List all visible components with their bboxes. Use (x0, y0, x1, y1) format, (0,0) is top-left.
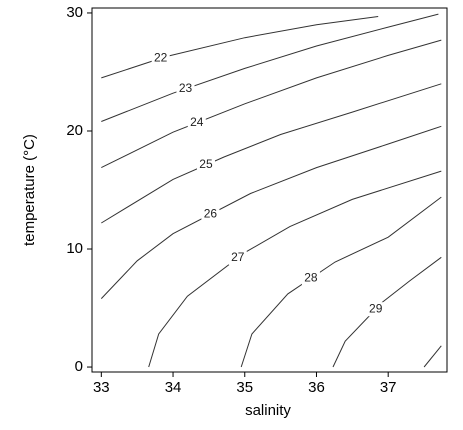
y-tick-label: 0 (75, 358, 83, 375)
contour-label: 28 (304, 270, 318, 284)
x-tick-label: 34 (165, 379, 182, 396)
contour-label: 22 (154, 50, 168, 64)
y-tick-label: 10 (66, 240, 83, 257)
label-bg (151, 51, 170, 66)
contour-line (148, 170, 442, 368)
label-bg (366, 302, 385, 317)
label-bg (176, 81, 195, 96)
plot-frame (91, 7, 448, 373)
x-tick-label: 33 (93, 379, 110, 396)
y-axis-label: temperature (°C) (21, 134, 38, 246)
y-tick-label: 30 (66, 4, 83, 21)
label-bg (201, 207, 220, 222)
label-bg (187, 115, 206, 130)
contour-line (101, 13, 439, 122)
label-bg (196, 157, 215, 172)
label-bg (301, 271, 320, 286)
contour-line (332, 256, 442, 368)
contour-label: 26 (204, 206, 218, 220)
contour-label: 25 (199, 157, 213, 171)
contour-line (100, 125, 442, 299)
contour-line (101, 83, 442, 224)
x-axis-label: salinity (245, 402, 291, 419)
y-tick-label: 20 (66, 122, 83, 139)
label-bg (228, 250, 247, 265)
contour-line (101, 16, 379, 79)
contour-line (423, 345, 442, 368)
x-tick-label: 35 (236, 379, 253, 396)
x-tick-label: 37 (380, 379, 397, 396)
contour-label: 24 (190, 115, 204, 129)
contour-label: 23 (179, 81, 193, 95)
contour-label: 27 (231, 250, 245, 264)
x-tick-label: 36 (308, 379, 325, 396)
contour-line (101, 39, 442, 169)
contour-label: 29 (369, 301, 383, 315)
contour-line (240, 196, 442, 368)
